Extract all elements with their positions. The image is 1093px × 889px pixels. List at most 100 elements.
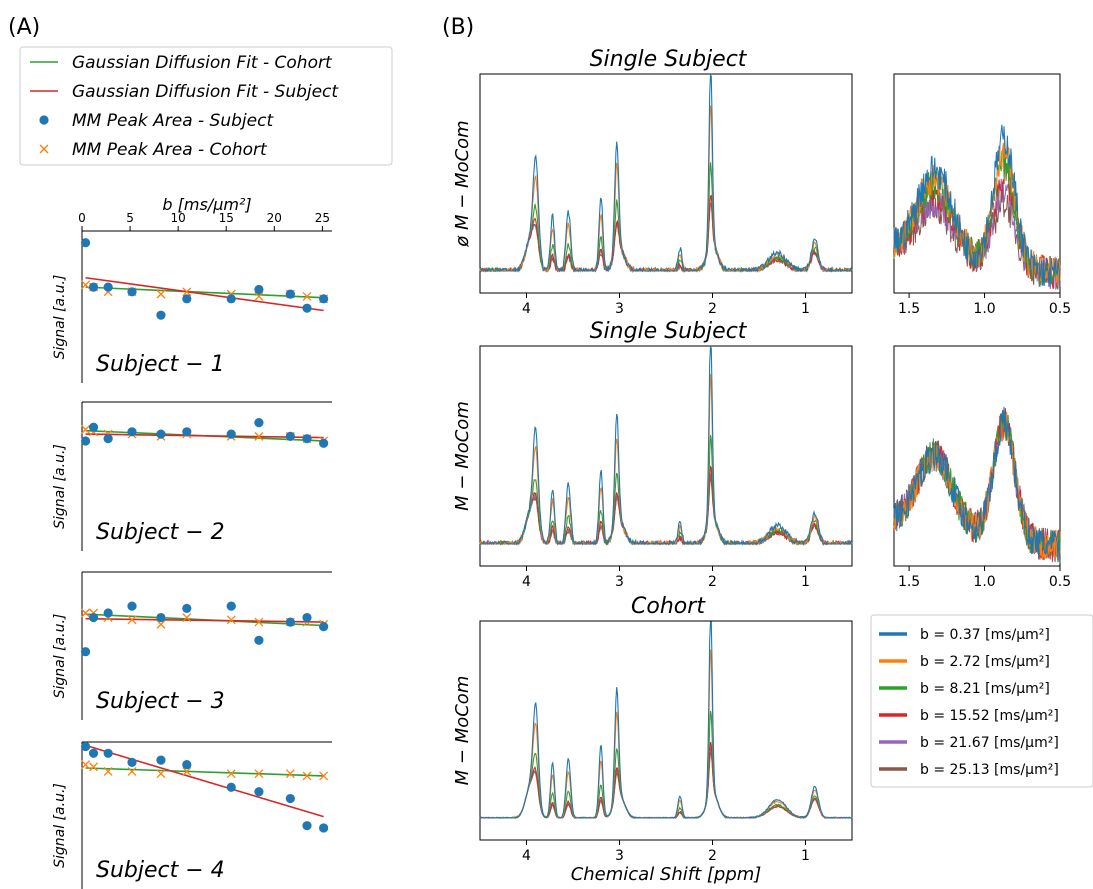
legend-b-frame	[870, 614, 1093, 788]
subject-point	[285, 617, 295, 627]
inset-line	[893, 406, 1061, 564]
cohort-point	[182, 287, 192, 297]
spectrum-title: Cohort	[631, 594, 706, 619]
spectrum-x-tick-label: 1	[801, 301, 810, 317]
cohort-point	[156, 289, 166, 299]
subject-point	[80, 238, 91, 248]
subject-point	[156, 310, 166, 320]
inset-x-tick-label: 1.0	[973, 574, 995, 590]
scatter-x-tick-label: 20	[267, 211, 282, 225]
scatter-y-axis-label: Signal [a.u.]	[52, 444, 68, 529]
subject-point	[302, 434, 312, 444]
subject-point	[80, 436, 91, 446]
spectrum-x-tick-label: 2	[708, 574, 717, 590]
spectrum-x-tick-label: 2	[708, 848, 717, 864]
subject-point	[103, 748, 113, 758]
spectrum-y-axis-label: M − MoCom	[452, 401, 473, 511]
subject-point	[88, 748, 99, 758]
scatter-x-tick-label: 10	[171, 211, 186, 225]
legend-b: b = 0.37 [ms/μm²] b = 2.72 [ms/μm²] b = 8.…	[870, 614, 1093, 788]
subject-point	[127, 601, 137, 611]
spectrum-line	[479, 465, 852, 546]
subject-point	[226, 782, 236, 792]
inset-x-tick-label: 1.5	[898, 574, 920, 590]
spectrum-x-tick-label: 1	[801, 574, 810, 590]
scatter-panel-title: Subject − 4	[96, 858, 225, 883]
subject-point	[226, 429, 236, 439]
subject-point	[319, 823, 329, 833]
legend-b-label: b = 21.67 [ms/μm²]	[920, 735, 1059, 751]
spectrum-line	[479, 202, 852, 273]
cohort-point	[226, 769, 236, 779]
inset-x-tick-label: 0.5	[1049, 574, 1071, 590]
subject-point	[88, 422, 99, 432]
cohort-point	[81, 280, 91, 290]
cohort-point	[302, 292, 312, 301]
subject-point	[302, 303, 312, 313]
spectrum-line	[479, 73, 853, 273]
spectrum-x-tick-label: 3	[615, 574, 624, 590]
cohort-point	[81, 760, 91, 770]
legend-b-label: b = 8.21 [ms/μm²]	[920, 681, 1050, 697]
spectrum-line	[479, 105, 853, 274]
subject-point	[254, 418, 264, 428]
cohort-point	[81, 608, 91, 618]
cohort-point	[254, 617, 264, 627]
subject-point	[319, 622, 329, 632]
cohort-point	[127, 615, 137, 625]
legend-a-dot-swatch	[39, 115, 49, 125]
scatter-x-tick-label: 25	[315, 211, 330, 225]
cohort-point	[226, 615, 236, 625]
scatter-x-tick-label: 15	[219, 211, 234, 225]
cohort-point	[182, 613, 192, 622]
spectrum-frame	[479, 620, 853, 841]
scatter-panel-1: 0 5 10 15 20 25 b [ms/μm²] Signal [a.u.] Subject…	[52, 195, 332, 383]
fit-line-cohort	[85, 767, 324, 777]
subject-point	[254, 635, 264, 645]
cohort-point	[254, 431, 264, 441]
subject-point	[127, 287, 137, 297]
inset-x-tick-label: 1.0	[973, 301, 995, 317]
fit-line-cohort	[85, 286, 324, 299]
panel-label-b: (B)	[442, 15, 474, 40]
cohort-point	[156, 619, 166, 629]
spectrum-panel-2: Single Subject M − MoCom 4 3 2 1	[452, 319, 853, 590]
legend-a-cross-swatch	[39, 144, 49, 154]
scatter-panel-3: Signal [a.u.] Subject − 3	[52, 571, 332, 720]
fit-line-subject	[85, 744, 324, 818]
subject-point	[302, 821, 312, 831]
subject-point	[182, 427, 192, 437]
fit-line-subject	[85, 433, 324, 439]
spectrum-line	[480, 746, 852, 819]
cohort-point	[127, 766, 137, 776]
cohort-point	[254, 769, 264, 779]
legend-a-label: MM Peak Area - Cohort	[72, 140, 268, 160]
inset-x-tick-label: 1.5	[898, 301, 920, 317]
panel-label-a: (A)	[8, 15, 40, 40]
spectrum-line	[480, 345, 852, 547]
spectrum-y-axis-label: M − MoCom	[452, 676, 473, 786]
subject-point	[88, 612, 99, 623]
subject-point	[127, 757, 137, 767]
cohort-point	[81, 425, 91, 434]
legend-b-label: b = 25.13 [ms/μm²]	[920, 762, 1059, 778]
scatter-x-tick-label: 0	[78, 211, 86, 225]
spectrum-x-tick-label: 3	[615, 848, 624, 864]
legend-a-label: Gaussian Diffusion Fit - Cohort	[72, 53, 333, 73]
subject-point	[182, 294, 192, 304]
scatter-y-axis-label: Signal [a.u.]	[52, 614, 68, 699]
subject-point	[103, 282, 113, 292]
subject-point	[182, 760, 192, 770]
spectrum-x-tick-label: 4	[522, 848, 531, 864]
scatter-panel-4: Signal [a.u.] Subject − 4	[52, 741, 332, 889]
inset-line	[893, 147, 1061, 290]
cohort-point	[89, 762, 98, 772]
scatter-x-axis-label: b [ms/μm²]	[162, 195, 251, 214]
subject-point	[127, 427, 137, 437]
spectrum-frame	[479, 73, 853, 294]
spectrum-y-axis-label: ø M − MoCom	[452, 120, 473, 247]
scatter-panel-title: Subject − 2	[96, 520, 225, 545]
scatter-panel-2: Signal [a.u.] Subject − 2	[52, 401, 332, 551]
spectrum-x-tick-label: 1	[801, 848, 810, 864]
cohort-point	[302, 771, 312, 781]
